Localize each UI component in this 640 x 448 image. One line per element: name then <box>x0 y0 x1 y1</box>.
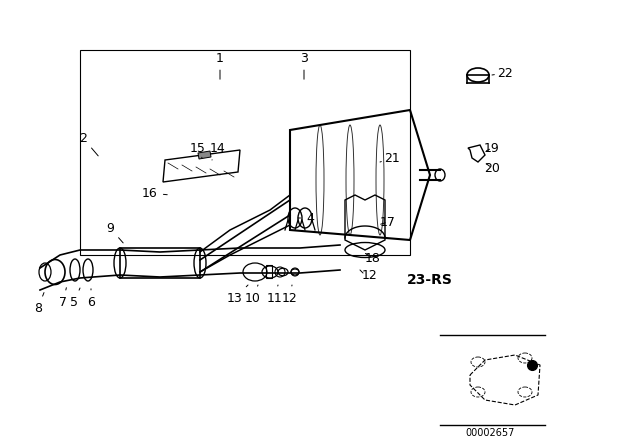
Text: 8: 8 <box>34 293 44 314</box>
Text: 5: 5 <box>70 288 80 309</box>
Text: 20: 20 <box>484 161 500 175</box>
Text: 10: 10 <box>245 285 261 305</box>
Text: 7: 7 <box>59 288 67 309</box>
Text: 2: 2 <box>79 132 98 156</box>
Text: 00002657: 00002657 <box>465 428 515 438</box>
Text: 1: 1 <box>216 52 224 79</box>
Text: 12: 12 <box>282 285 298 305</box>
Text: 19: 19 <box>484 142 500 155</box>
Text: 23-RS: 23-RS <box>407 273 453 287</box>
Text: 21: 21 <box>380 151 400 164</box>
Text: 14: 14 <box>210 142 226 160</box>
Text: 12: 12 <box>362 268 378 281</box>
Text: 9: 9 <box>106 221 123 243</box>
Text: 17: 17 <box>380 215 396 228</box>
Text: 22: 22 <box>492 66 513 79</box>
Text: 11: 11 <box>267 285 283 305</box>
Text: 15: 15 <box>190 142 206 158</box>
Polygon shape <box>198 151 211 159</box>
Text: 4: 4 <box>298 211 314 224</box>
Text: 3: 3 <box>300 52 308 79</box>
Text: 13: 13 <box>227 285 248 305</box>
Text: 16: 16 <box>142 186 167 199</box>
Text: 6: 6 <box>87 289 95 309</box>
Text: 18: 18 <box>365 251 381 264</box>
